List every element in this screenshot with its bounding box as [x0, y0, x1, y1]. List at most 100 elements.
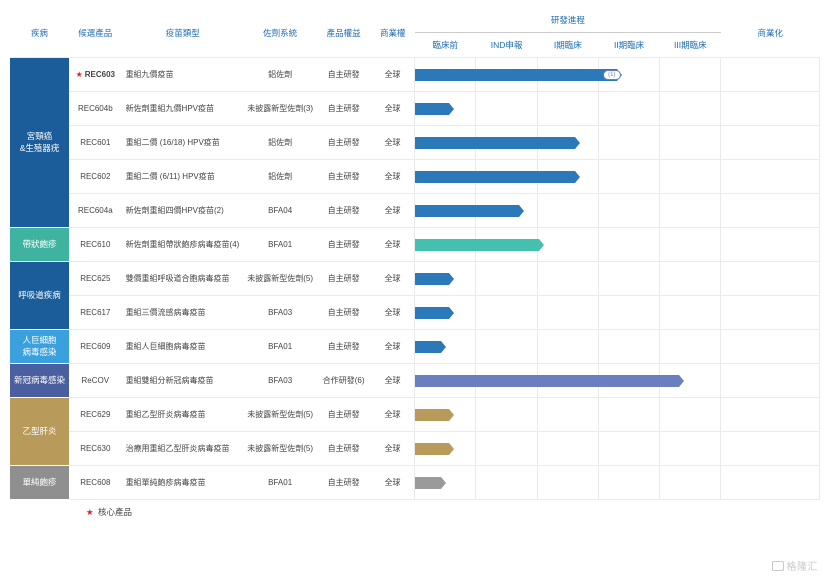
- stage-cell: [598, 126, 659, 160]
- type-cell: 重組二價 (16/18) HPV疫苗: [122, 126, 245, 160]
- stage-cell: [537, 432, 598, 466]
- hdr-commercial: 商業化: [721, 8, 820, 58]
- territory-cell: 全球: [371, 262, 415, 296]
- rights-cell: 自主研發: [316, 126, 371, 160]
- adjuvant-cell: 未披露新型佐劑(5): [244, 262, 316, 296]
- progress-bar: [415, 477, 441, 489]
- type-cell: 重組二價 (6/11) HPV疫苗: [122, 160, 245, 194]
- product-cell: REC602: [69, 160, 122, 194]
- table-row: 單純皰疹REC608重組單純皰疹病毒疫苗BFA01自主研發全球: [10, 466, 820, 500]
- rights-cell: 自主研發: [316, 58, 371, 92]
- stage-cell: [598, 160, 659, 194]
- commercial-cell: [721, 296, 820, 330]
- stage-cell: [598, 296, 659, 330]
- type-cell: 新佐劑重組九價HPV疫苗: [122, 92, 245, 126]
- commercial-cell: [721, 364, 820, 398]
- table-row: REC630治療用重組乙型肝炎病毒疫苗未披露新型佐劑(5)自主研發全球: [10, 432, 820, 466]
- adjuvant-cell: BFA01: [244, 330, 316, 364]
- stage-cell: [415, 92, 476, 126]
- rights-cell: 合作研發(6): [316, 364, 371, 398]
- stage-cell: [476, 160, 537, 194]
- stage-cell: [415, 262, 476, 296]
- stage-cell: [476, 398, 537, 432]
- stage-cell: [476, 58, 537, 92]
- table-row: REC604a新佐劑重組四價HPV疫苗(2)BFA04自主研發全球: [10, 194, 820, 228]
- footer-legend: ★ 核心產品: [10, 506, 820, 518]
- table-row: REC617重組三價流感病毒疫苗BFA03自主研發全球: [10, 296, 820, 330]
- table-row: REC602重組二價 (6/11) HPV疫苗鋁佐劑自主研發全球: [10, 160, 820, 194]
- stage-cell: [598, 194, 659, 228]
- stage-cell: [598, 58, 659, 92]
- table-row: 人巨細胞病毒感染REC609重組人巨細胞病毒疫苗BFA01自主研發全球: [10, 330, 820, 364]
- stage-cell: [537, 398, 598, 432]
- rights-cell: 自主研發: [316, 466, 371, 500]
- type-cell: 重組三價流感病毒疫苗: [122, 296, 245, 330]
- table-row: 帶狀皰疹REC610新佐劑重組帶狀皰疹病毒疫苗(4)BFA01自主研發全球: [10, 228, 820, 262]
- stage-cell: [537, 364, 598, 398]
- rights-cell: 自主研發: [316, 160, 371, 194]
- territory-cell: 全球: [371, 126, 415, 160]
- product-cell: REC617: [69, 296, 122, 330]
- stage-cell: [660, 262, 721, 296]
- territory-cell: 全球: [371, 330, 415, 364]
- stage-cell: [415, 330, 476, 364]
- product-cell: REC625: [69, 262, 122, 296]
- stage-cell: [415, 398, 476, 432]
- type-cell: 治療用重組乙型肝炎病毒疫苗: [122, 432, 245, 466]
- rights-cell: 自主研發: [316, 92, 371, 126]
- rights-cell: 自主研發: [316, 194, 371, 228]
- stage-cell: [660, 364, 721, 398]
- table-row: REC601重組二價 (16/18) HPV疫苗鋁佐劑自主研發全球: [10, 126, 820, 160]
- stage-cell: [476, 364, 537, 398]
- footer-text: 核心產品: [98, 507, 132, 517]
- stage-cell: [537, 296, 598, 330]
- type-cell: 重組單純皰疹病毒疫苗: [122, 466, 245, 500]
- pipeline-table: 疾病候選產品疫苗類型佐劑系統產品權益商業權研發進程商業化 臨床前IND申報I期臨…: [10, 8, 820, 500]
- stage-cell: [660, 58, 721, 92]
- stage-cell: [660, 330, 721, 364]
- type-cell: 新佐劑重組帶狀皰疹病毒疫苗(4): [122, 228, 245, 262]
- product-cell: REC610: [69, 228, 122, 262]
- stage-cell: [537, 466, 598, 500]
- stage-cell: [660, 398, 721, 432]
- stage-cell: [598, 228, 659, 262]
- commercial-cell: [721, 432, 820, 466]
- hdr-stage-4: III期臨床: [660, 33, 721, 58]
- hdr-rights: 產品權益: [316, 8, 371, 58]
- territory-cell: 全球: [371, 92, 415, 126]
- stage-cell: [660, 126, 721, 160]
- stage-cell: (1): [415, 58, 476, 92]
- commercial-cell: [721, 330, 820, 364]
- product-cell: REC629: [69, 398, 122, 432]
- star-icon: ★: [86, 507, 94, 517]
- stage-cell: [537, 228, 598, 262]
- progress-bar: [415, 443, 449, 455]
- watermark-icon: [772, 561, 784, 571]
- territory-cell: 全球: [371, 432, 415, 466]
- stage-cell: [476, 432, 537, 466]
- progress-bar: [415, 341, 441, 353]
- table-row: 乙型肝炎REC629重組乙型肝炎病毒疫苗未披露新型佐劑(5)自主研發全球: [10, 398, 820, 432]
- stage-cell: [598, 432, 659, 466]
- stage-cell: [598, 92, 659, 126]
- stage-cell: [476, 228, 537, 262]
- product-cell: REC609: [69, 330, 122, 364]
- stage-cell: [415, 126, 476, 160]
- commercial-cell: [721, 262, 820, 296]
- commercial-cell: [721, 58, 820, 92]
- hdr-stage-1: IND申報: [476, 33, 537, 58]
- table-row: 新冠病毒感染ReCOV重組雙組分新冠病毒疫苗BFA03合作研發(6)全球: [10, 364, 820, 398]
- stage-cell: [660, 466, 721, 500]
- progress-bar: [415, 307, 449, 319]
- pipeline-chart: 疾病候選產品疫苗類型佐劑系統產品權益商業權研發進程商業化 臨床前IND申報I期臨…: [0, 0, 830, 579]
- hdr-stage-2: I期臨床: [537, 33, 598, 58]
- stage-cell: [598, 330, 659, 364]
- stage-cell: [660, 194, 721, 228]
- stage-cell: [476, 92, 537, 126]
- commercial-cell: [721, 160, 820, 194]
- table-row: 宮頸癌&生殖器疣★REC603重組九價疫苗鋁佐劑自主研發全球(1): [10, 58, 820, 92]
- hdr-adjuvant: 佐劑系統: [244, 8, 316, 58]
- hdr-product: 候選產品: [69, 8, 122, 58]
- stage-cell: [660, 228, 721, 262]
- adjuvant-cell: 鋁佐劑: [244, 126, 316, 160]
